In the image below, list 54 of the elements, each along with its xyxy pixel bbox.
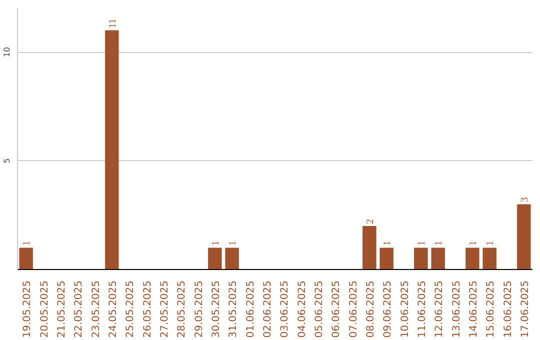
data-label: 11 xyxy=(107,18,118,28)
x-tick-label: 14.06.2025 xyxy=(468,280,480,338)
bar xyxy=(466,248,480,270)
x-tick-label: 25.05.2025 xyxy=(125,280,136,338)
x-tick-label: 26.05.2025 xyxy=(142,280,154,338)
x-tick-label: 01.06.2025 xyxy=(245,280,256,338)
x-tick-label: 17.06.2025 xyxy=(520,280,531,338)
bar xyxy=(380,248,394,270)
x-tick-label: 02.06.2025 xyxy=(262,280,274,338)
x-tick-label: 30.05.2025 xyxy=(210,280,222,338)
x-tick-label: 19.05.2025 xyxy=(22,280,34,338)
x-tick-label: 07.06.2025 xyxy=(348,280,360,338)
bar xyxy=(105,30,119,270)
x-tick-label: 03.06.2025 xyxy=(280,280,291,338)
bar xyxy=(431,248,445,270)
x-tick-label: 28.05.2025 xyxy=(176,280,188,338)
data-label: 1 xyxy=(434,240,445,246)
data-label: 1 xyxy=(228,240,239,246)
bar xyxy=(362,226,376,270)
bar xyxy=(414,248,428,270)
x-tick-label: 06.06.2025 xyxy=(331,280,342,338)
bar xyxy=(482,248,496,270)
bar xyxy=(225,248,239,270)
data-label: 2 xyxy=(364,219,376,224)
x-tick-label: 11.06.2025 xyxy=(416,280,428,338)
x-tick-label: 31.05.2025 xyxy=(228,280,240,338)
data-label: 1 xyxy=(416,240,428,246)
x-tick-label: 16.06.2025 xyxy=(502,280,514,338)
x-tick-label: 27.05.2025 xyxy=(159,280,170,338)
data-label: 1 xyxy=(22,240,33,246)
x-tick-label: 21.05.2025 xyxy=(56,280,68,338)
x-tick-label: 05.06.2025 xyxy=(314,280,325,338)
x-tick-label: 29.05.2025 xyxy=(194,280,205,338)
data-label: 1 xyxy=(210,240,222,246)
data-label: 1 xyxy=(382,240,394,246)
x-tick-label: 12.06.2025 xyxy=(434,280,446,338)
x-tick-label: 23.05.2025 xyxy=(90,280,102,338)
bar xyxy=(208,248,222,270)
x-tick-label: 13.06.2025 xyxy=(451,280,462,338)
x-tick-label: 24.05.2025 xyxy=(108,280,119,338)
x-tick-label: 22.05.2025 xyxy=(74,280,85,338)
data-label: 1 xyxy=(468,240,479,246)
data-label: 3 xyxy=(519,197,530,202)
bar xyxy=(19,248,33,270)
x-tick-label: 09.06.2025 xyxy=(382,280,394,338)
x-tick-label: 10.06.2025 xyxy=(400,280,411,338)
x-tick-label: 08.06.2025 xyxy=(365,280,376,338)
y-tick-label: 10 xyxy=(2,46,12,58)
x-tick-label: 15.06.2025 xyxy=(486,280,497,338)
data-label: 1 xyxy=(485,240,496,246)
bar xyxy=(517,204,531,270)
x-tick-label: 20.05.2025 xyxy=(39,280,50,338)
y-tick-label: 5 xyxy=(2,158,12,164)
x-tick-label: 04.06.2025 xyxy=(296,280,308,338)
